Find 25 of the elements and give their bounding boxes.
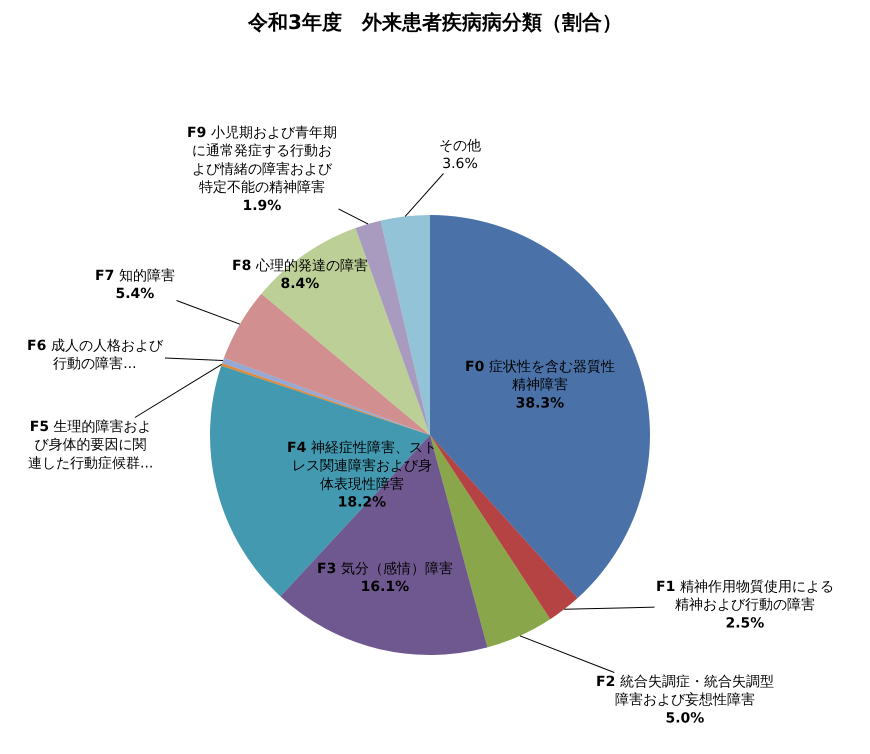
- data-label: 5.0%: [665, 710, 704, 726]
- data-label: 3.6%: [442, 156, 478, 172]
- slice-label: F9 小児期および青年期に通常発症する行動および情緒の障害および特定不能の精神障害: [187, 125, 337, 196]
- data-label: 18.2%: [338, 494, 386, 511]
- slice-label: F7 知的障害: [95, 268, 175, 284]
- data-label: 1.9%: [242, 198, 282, 214]
- slice-label: F5 生理的障害および身体的要因に関連した行動症候群...: [28, 419, 154, 472]
- chart-title: 令和3年度 外来患者疾病病分類（割合）: [247, 10, 622, 34]
- slice-label: F0 症状性を含む器質性精神障害: [465, 359, 615, 394]
- slice-label: F3 気分（感情）障害: [317, 561, 453, 577]
- pie-slice: [280, 435, 488, 655]
- slice-label: F1 精神作用物質使用による精神および行動の障害: [656, 579, 834, 614]
- data-label: 16.1%: [360, 579, 410, 596]
- pie-slice: [380, 215, 430, 435]
- slice-label: F4 神経症性障害、ストレス関連障害および身体表現性障害: [287, 440, 437, 492]
- data-label: 38.3%: [516, 395, 564, 412]
- slice-label: F2 統合失調症・統合失調型障害および妄想性障害: [596, 674, 774, 708]
- slice-label: F8 心理的発達の障害: [232, 258, 368, 274]
- slice-label: F6 成人の人格および行動の障害...: [27, 338, 164, 372]
- data-label: 8.4%: [280, 276, 320, 292]
- pie-slice: [224, 294, 430, 435]
- data-label: 2.5%: [725, 615, 764, 632]
- data-label: 5.4%: [115, 286, 154, 302]
- pie-slice: [355, 220, 430, 435]
- slice-label: その他: [439, 138, 481, 154]
